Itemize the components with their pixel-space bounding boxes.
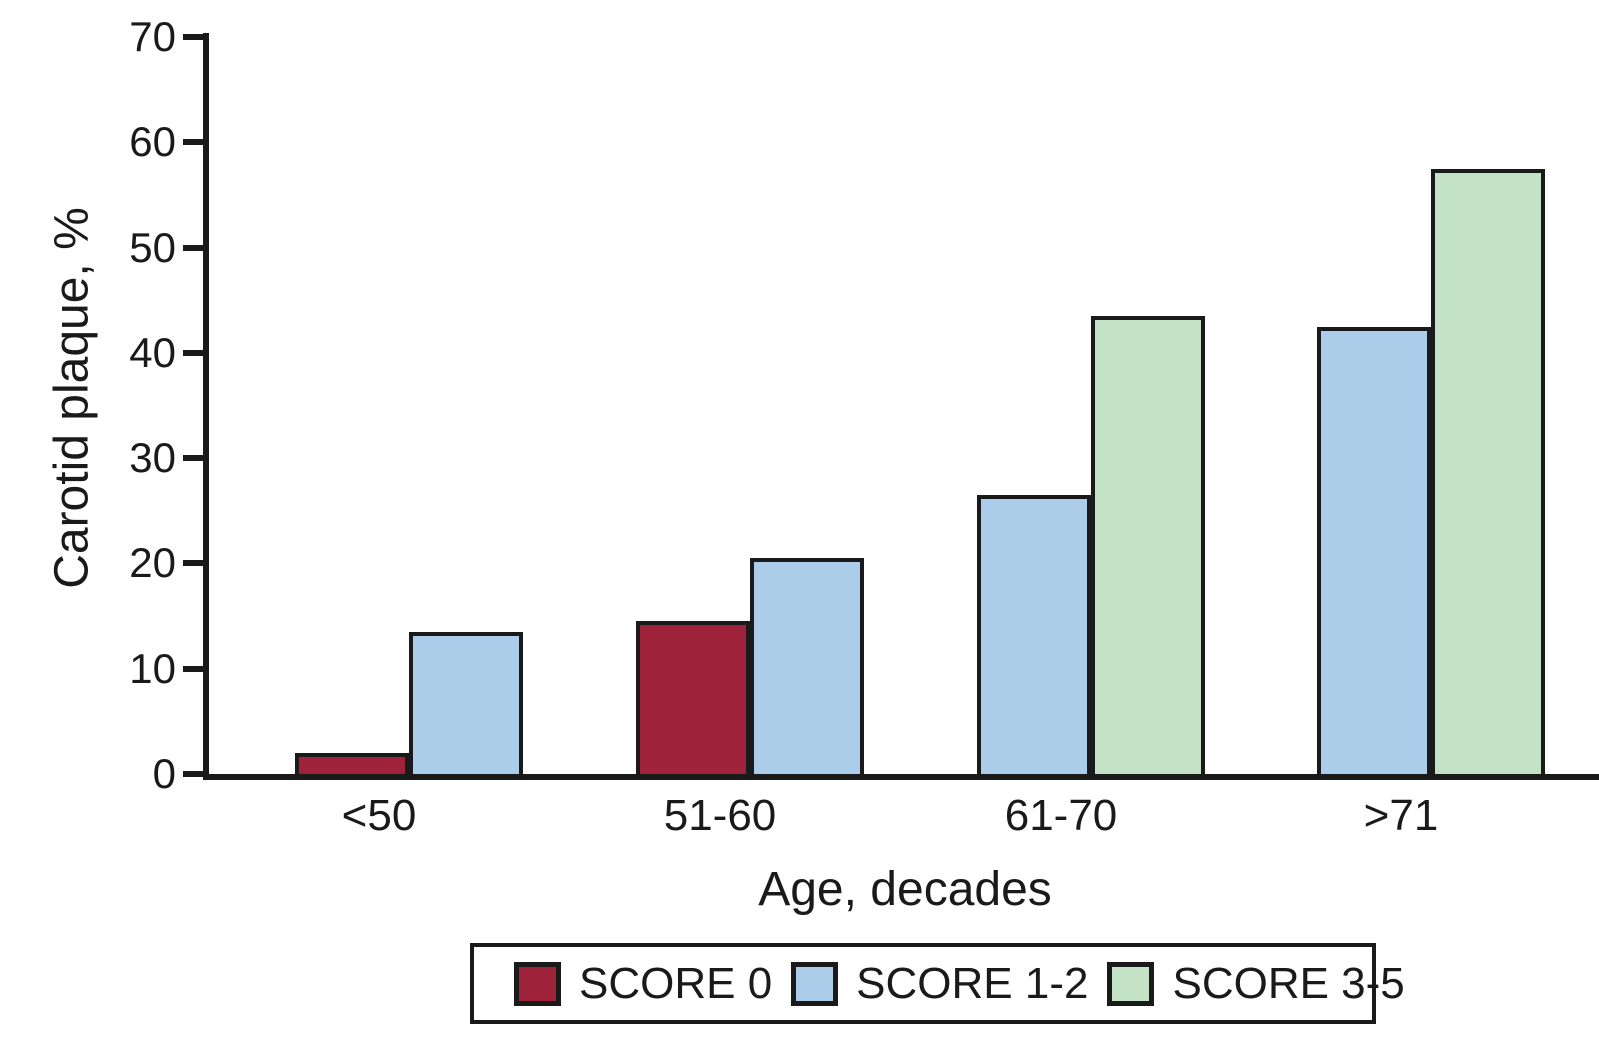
bar-score-1-2-<50: [409, 632, 523, 774]
bar-score-3-5->71: [1431, 169, 1545, 774]
y-tick-label: 30: [129, 434, 176, 482]
y-axis-line: [203, 33, 209, 780]
legend-label: SCORE 0: [579, 958, 773, 1008]
x-tick-label: 51-60: [663, 791, 777, 840]
y-tick-mark: [183, 560, 205, 567]
legend-swatch: [791, 961, 839, 1006]
x-tick-label: 61-70: [1004, 791, 1118, 840]
y-tick-label: 40: [129, 328, 176, 376]
x-axis-title: Age, decades: [758, 863, 1052, 916]
y-tick-mark: [183, 771, 205, 777]
y-tick-label: 70: [129, 16, 176, 60]
y-tick-label: 50: [129, 223, 176, 271]
bar-score-3-5-61-70: [1091, 316, 1205, 774]
bar-score-0-51-60: [636, 621, 750, 774]
y-tick-mark: [183, 34, 205, 40]
y-tick-mark: [183, 349, 205, 356]
legend-item: SCORE 1-2: [791, 959, 1088, 1009]
legend-swatch: [1107, 961, 1155, 1006]
y-tick-mark: [183, 139, 205, 146]
y-tick-label: 20: [129, 539, 176, 587]
y-tick-label: 0: [152, 750, 176, 797]
legend-label: SCORE 1-2: [856, 958, 1089, 1008]
y-tick-label: 10: [129, 644, 176, 692]
x-axis-line: [203, 774, 1599, 780]
bar-score-1-2->71: [1317, 327, 1431, 774]
y-tick-mark: [183, 455, 205, 462]
y-tick-mark: [183, 244, 205, 251]
legend-label: SCORE 3-5: [1172, 958, 1405, 1008]
y-tick-label: 60: [129, 118, 176, 166]
bar-chart: Carotid plaque, % 0 10 20 30 40 50 60 70 <50 51-…: [40, 16, 1599, 1028]
y-tick-mark: [183, 665, 205, 672]
legend-swatch: [514, 961, 561, 1006]
x-tick-label: <50: [341, 791, 417, 840]
legend-item: SCORE 3-5: [1107, 958, 1405, 1009]
legend-item: SCORE 0: [514, 959, 772, 1009]
bar-score-0-<50: [295, 753, 409, 774]
x-tick-label: >71: [1363, 791, 1439, 840]
bar-score-1-2-51-60: [750, 558, 864, 774]
bar-score-1-2-61-70: [977, 495, 1091, 774]
